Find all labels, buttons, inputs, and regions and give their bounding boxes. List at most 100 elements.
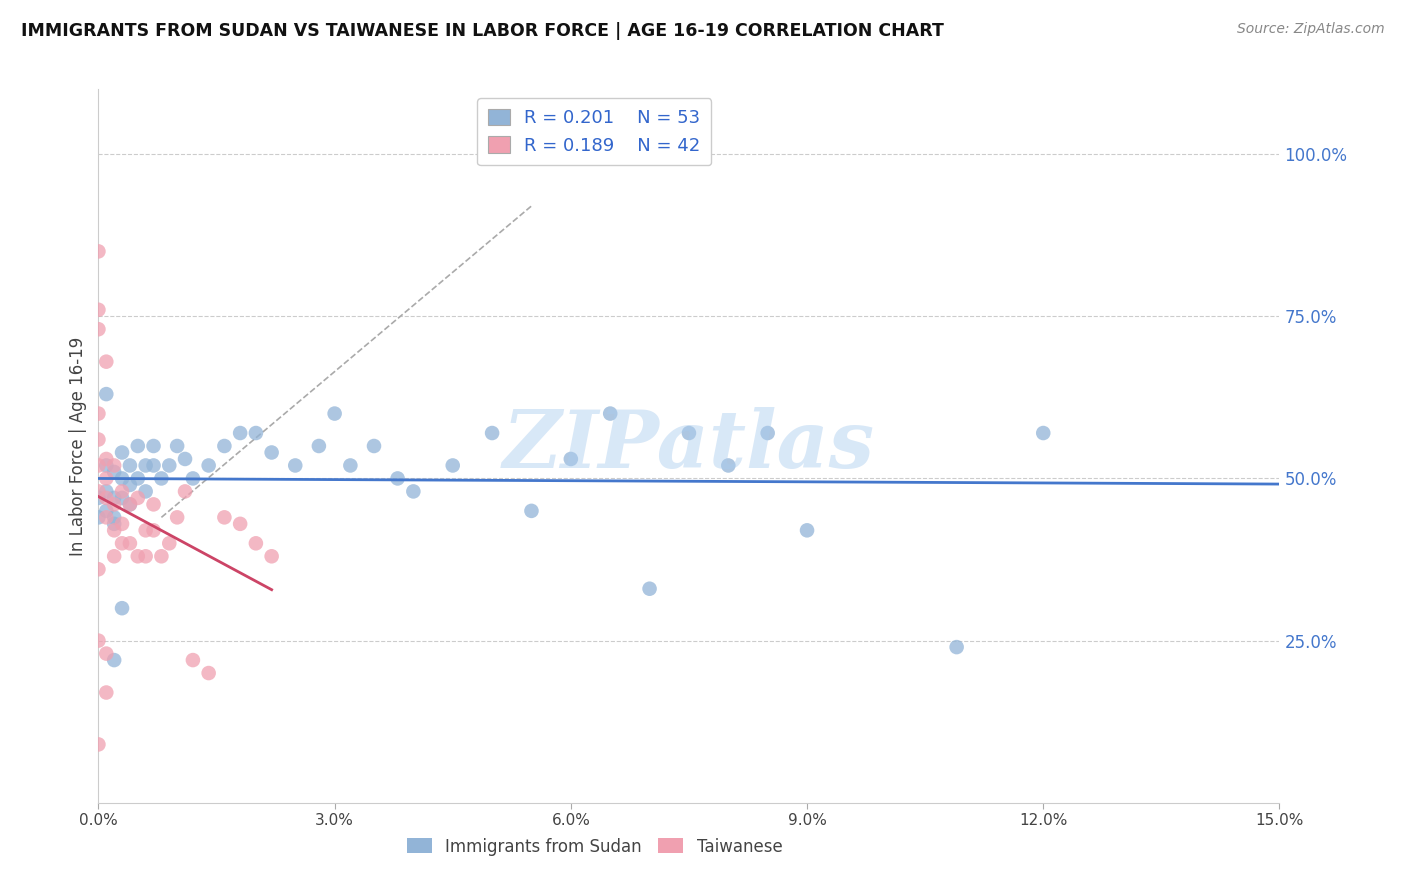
Point (103, 510, 125, 524)
Point (96, 647, 118, 661)
Point (387, 471, 409, 485)
Point (118, 497, 141, 511)
Point (520, 504, 543, 518)
Point (103, 516, 125, 531)
Point (260, 445, 283, 459)
Point (166, 510, 188, 524)
Point (214, 439, 236, 453)
Point (214, 510, 236, 524)
Point (402, 484, 425, 499)
Point (103, 524, 125, 538)
Point (127, 491, 149, 505)
Point (118, 497, 141, 511)
Point (441, 458, 464, 473)
Point (229, 516, 252, 531)
Point (157, 458, 180, 473)
Point (111, 491, 134, 505)
Point (87, 407, 110, 421)
Point (87, 491, 110, 505)
Point (96, 452, 118, 467)
Point (103, 465, 125, 479)
Legend: Immigrants from Sudan, Taiwanese: Immigrants from Sudan, Taiwanese (399, 831, 789, 863)
Point (111, 471, 134, 485)
Point (945, 640, 967, 654)
Point (111, 536, 134, 550)
Y-axis label: In Labor Force | Age 16-19: In Labor Force | Age 16-19 (69, 336, 87, 556)
Point (197, 458, 219, 473)
Point (103, 653, 125, 667)
Point (127, 439, 149, 453)
Point (127, 549, 149, 564)
Point (87, 738, 110, 752)
Point (339, 458, 361, 473)
Point (111, 516, 134, 531)
Point (166, 439, 188, 453)
Point (103, 549, 125, 564)
Point (181, 653, 204, 667)
Point (150, 471, 173, 485)
Point (96, 685, 118, 699)
Point (260, 549, 283, 564)
Text: IMMIGRANTS FROM SUDAN VS TAIWANESE IN LABOR FORCE | AGE 16-19 CORRELATION CHART: IMMIGRANTS FROM SUDAN VS TAIWANESE IN LA… (21, 22, 943, 40)
Point (135, 484, 157, 499)
Point (118, 536, 141, 550)
Point (87, 244, 110, 259)
Point (127, 471, 149, 485)
Point (150, 549, 173, 564)
Point (174, 484, 197, 499)
Point (111, 601, 134, 615)
Point (245, 536, 267, 550)
Point (103, 491, 125, 505)
Point (308, 439, 330, 453)
Point (197, 666, 219, 681)
Point (96, 387, 118, 401)
Point (756, 425, 779, 440)
Point (87, 433, 110, 447)
Point (142, 458, 165, 473)
Point (96, 484, 118, 499)
Point (118, 478, 141, 492)
Point (481, 425, 503, 440)
Point (560, 452, 582, 467)
Point (717, 458, 740, 473)
Point (796, 524, 818, 538)
Point (135, 524, 157, 538)
Text: ZIPatlas: ZIPatlas (503, 408, 875, 484)
Point (135, 458, 157, 473)
Point (142, 497, 165, 511)
Point (118, 458, 141, 473)
Point (96, 510, 118, 524)
Point (87, 562, 110, 576)
Point (284, 458, 307, 473)
Point (87, 484, 110, 499)
Point (142, 524, 165, 538)
Point (87, 458, 110, 473)
Point (135, 549, 157, 564)
Point (181, 471, 204, 485)
Point (174, 452, 197, 467)
Point (96, 458, 118, 473)
Text: Source: ZipAtlas.com: Source: ZipAtlas.com (1237, 22, 1385, 37)
Point (103, 458, 125, 473)
Point (87, 302, 110, 317)
Point (96, 354, 118, 368)
Point (111, 445, 134, 459)
Point (599, 407, 621, 421)
Point (142, 439, 165, 453)
Point (678, 425, 700, 440)
Point (229, 425, 252, 440)
Point (111, 484, 134, 499)
Point (363, 439, 385, 453)
Point (96, 491, 118, 505)
Point (87, 633, 110, 648)
Point (157, 536, 180, 550)
Point (323, 407, 346, 421)
Point (1032, 425, 1054, 440)
Point (638, 582, 661, 596)
Point (87, 322, 110, 336)
Point (245, 425, 267, 440)
Point (96, 471, 118, 485)
Point (96, 504, 118, 518)
Point (87, 510, 110, 524)
Point (103, 497, 125, 511)
